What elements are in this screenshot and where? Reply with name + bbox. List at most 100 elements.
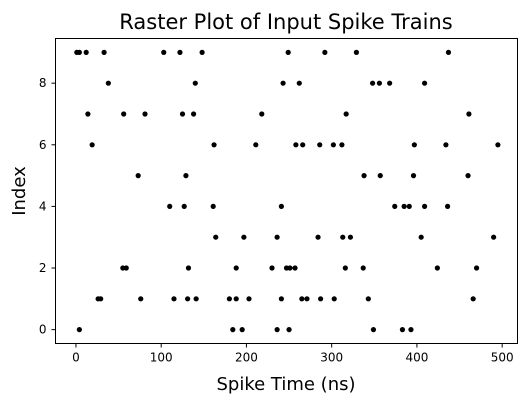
spike-point (495, 142, 501, 148)
spike-point (473, 265, 480, 271)
spike-point (421, 203, 428, 209)
spike-point (253, 142, 259, 148)
x-tick-label: 100 (150, 351, 173, 365)
y-axis-ticks: 0 2 4 6 8 (39, 76, 56, 337)
x-axis-label: Spike Time (ns) (216, 374, 355, 395)
spike-point (123, 265, 129, 271)
spike-point (211, 142, 217, 148)
spike-point (339, 142, 345, 148)
spike-point (347, 234, 354, 240)
spike-points (74, 49, 501, 333)
spike-point (369, 80, 376, 86)
plot-frame (55, 38, 518, 344)
spike-point (392, 203, 398, 209)
plot-area: 0 100 200 300 400 500 0 2 4 6 8 (39, 38, 518, 365)
spike-point (199, 49, 205, 55)
spike-point (491, 234, 497, 240)
x-tick-label: 500 (491, 351, 514, 365)
spike-point (76, 327, 82, 333)
spike-point (365, 296, 371, 302)
spike-point (274, 327, 280, 333)
spike-point (101, 49, 107, 55)
y-tick-label: 2 (39, 261, 47, 275)
spike-point (259, 111, 265, 117)
chart-title: Raster Plot of Input Spike Trains (119, 10, 452, 34)
spike-point (287, 265, 293, 271)
spike-point (177, 49, 183, 55)
spike-point (304, 296, 310, 302)
spike-point (376, 80, 383, 86)
spike-point (278, 296, 284, 302)
spike-point (278, 203, 284, 209)
spike-point (318, 296, 324, 302)
spike-point (286, 327, 292, 333)
spike-point (410, 173, 417, 179)
spike-point (246, 296, 252, 302)
spike-point (138, 296, 144, 302)
spike-point (210, 203, 216, 209)
spike-point (445, 49, 452, 55)
spike-point (241, 234, 247, 240)
spike-point (171, 296, 177, 302)
spike-point (135, 173, 141, 179)
spike-point (361, 173, 367, 179)
spike-point (343, 111, 349, 117)
spike-point (292, 265, 298, 271)
spike-point (317, 142, 323, 148)
spike-point (192, 80, 198, 86)
spike-point (418, 234, 424, 240)
spike-point (226, 296, 232, 302)
spike-point (179, 111, 186, 117)
spike-point (340, 234, 346, 240)
spike-point (167, 203, 173, 209)
spike-point (83, 49, 89, 55)
spike-point (233, 296, 239, 302)
spike-point (387, 80, 393, 86)
spike-point (445, 203, 451, 209)
spike-point (85, 111, 91, 117)
spike-point (470, 296, 476, 302)
y-tick-label: 8 (39, 76, 47, 90)
spike-point (193, 296, 199, 302)
x-axis-ticks: 0 100 200 300 400 500 (72, 343, 514, 365)
spike-point (465, 173, 471, 179)
spike-point (331, 296, 337, 302)
spike-point (185, 265, 192, 271)
spike-point (105, 80, 111, 86)
x-tick-label: 400 (405, 351, 428, 365)
spike-point (185, 296, 191, 302)
spike-point (443, 142, 449, 148)
x-tick-label: 300 (320, 351, 343, 365)
spike-point (421, 80, 428, 86)
spike-point (299, 296, 305, 302)
spike-point (76, 49, 82, 55)
spike-point (377, 173, 383, 179)
spike-point (300, 142, 306, 148)
spike-point (370, 327, 377, 333)
spike-point (342, 265, 348, 271)
spike-point (239, 327, 245, 333)
spike-point (161, 49, 167, 55)
spike-point (89, 142, 95, 148)
spike-point (233, 265, 239, 271)
spike-point (353, 49, 359, 55)
spike-point (399, 327, 406, 333)
spike-point (190, 111, 197, 117)
spike-point (280, 80, 286, 86)
spike-point (406, 203, 412, 209)
spike-point (322, 49, 328, 55)
spike-point (401, 203, 407, 209)
spike-point (408, 327, 414, 333)
spike-point (98, 296, 104, 302)
y-tick-label: 4 (39, 199, 47, 213)
spike-point (434, 265, 440, 271)
spike-point (315, 234, 321, 240)
x-tick-label: 0 (72, 351, 80, 365)
spike-point (360, 265, 366, 271)
spike-point (269, 265, 275, 271)
spike-point (274, 234, 280, 240)
spike-point (285, 49, 291, 55)
spike-point (466, 111, 472, 117)
spike-point (411, 142, 417, 148)
